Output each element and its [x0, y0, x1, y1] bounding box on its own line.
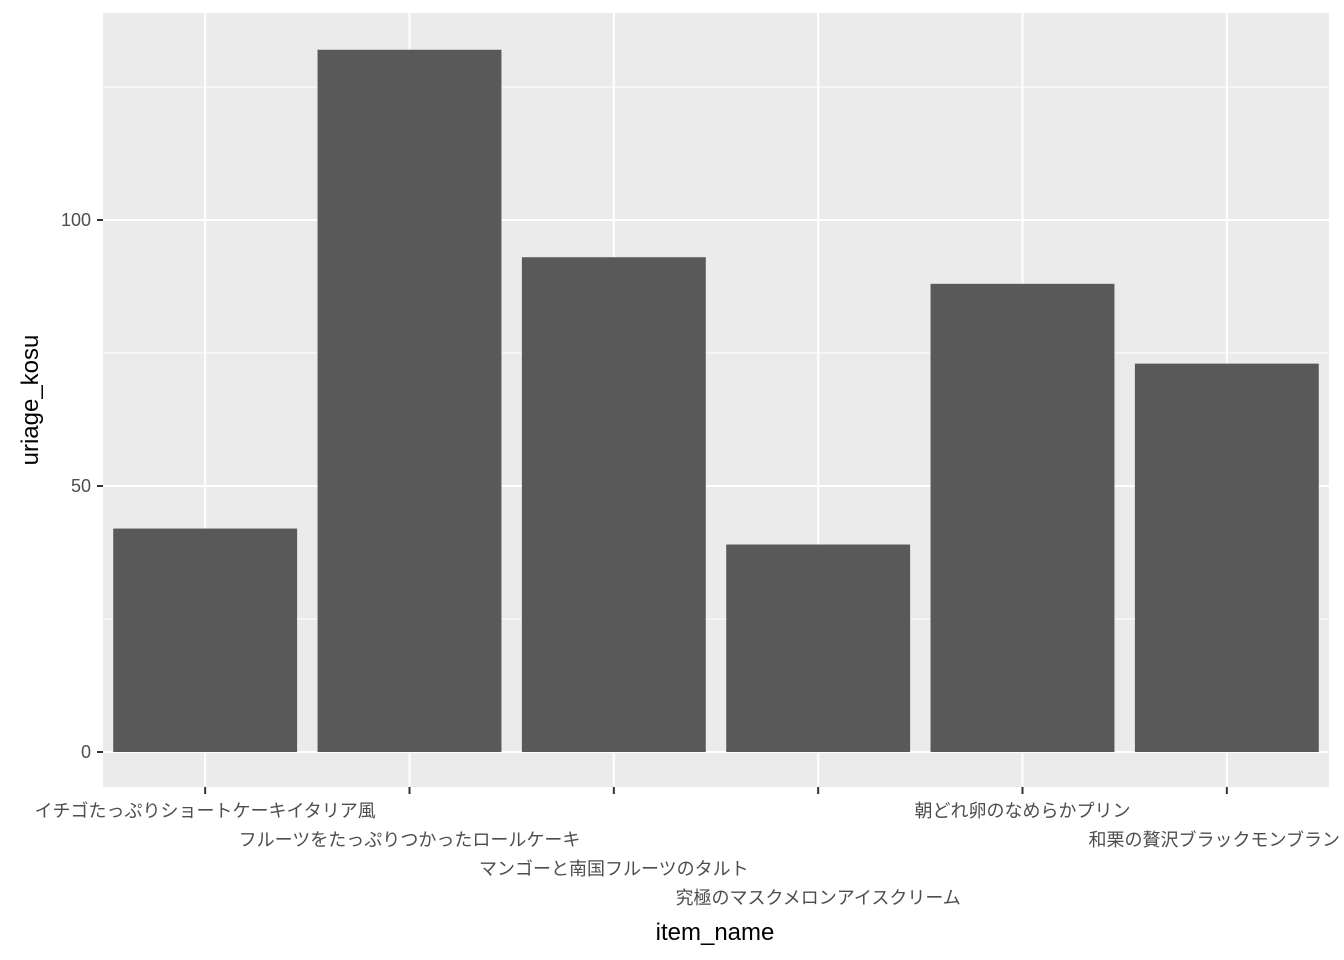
- y-tick-label: 50: [71, 476, 91, 496]
- bar: [317, 49, 502, 752]
- y-tick-label: 100: [61, 210, 91, 230]
- panel-background: [103, 13, 1329, 787]
- x-tick-label: マンゴーと南国フルーツのタルト: [479, 859, 749, 879]
- bar: [726, 544, 911, 752]
- minor-gridlines: [103, 86, 1329, 620]
- bar: [113, 528, 298, 752]
- bar: [521, 257, 706, 752]
- x-tick-label: 究極のマスクメロンアイスクリーム: [676, 888, 961, 908]
- bar: [1134, 363, 1319, 752]
- bars: [113, 49, 1319, 752]
- bar: [930, 283, 1115, 752]
- y-axis: 0 50 100: [61, 210, 103, 762]
- y-axis-title: uriage_kosu: [17, 335, 44, 466]
- x-tick-label: フルーツをたっぷりつかったロールケーキ: [239, 830, 581, 850]
- y-tick-label: 0: [81, 742, 91, 762]
- x-tick-label: イチゴたっぷりショートケーキイタリア風: [35, 801, 376, 821]
- x-axis-title: item_name: [656, 919, 775, 946]
- x-tick-label: 朝どれ卵のなめらかプリン: [915, 801, 1131, 821]
- x-tick-label: 和栗の贅沢ブラックモンブラン: [1089, 829, 1340, 850]
- x-axis: イチゴたっぷりショートケーキイタリア風フルーツをたっぷりつかったロールケーキマン…: [35, 787, 1340, 908]
